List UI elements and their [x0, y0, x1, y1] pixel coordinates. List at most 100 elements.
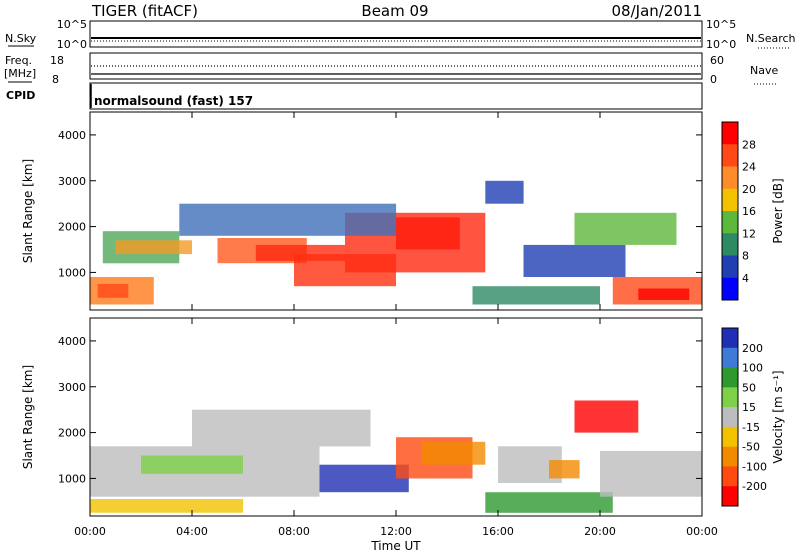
power-colorbar-tick-3: 16 — [742, 205, 756, 218]
xtick-label-6: 00:00 — [686, 525, 718, 538]
xtick-label-2: 08:00 — [278, 525, 310, 538]
power-y-ticks: 1000 2000 3000 4000 — [58, 129, 702, 279]
velocity-colorbar-tick-7: -200 — [742, 480, 767, 493]
power-region-1 — [115, 240, 192, 255]
velocity-colorbar-tick-3: 15 — [742, 401, 756, 414]
velocity-colorbar: 200 100 50 15 -15 -50 -100 -200 — [721, 327, 767, 507]
power-colorbar-segment-0 — [722, 122, 738, 145]
velocity-region-6 — [485, 492, 613, 513]
velocity-colorbar-tick-1: 100 — [742, 362, 763, 375]
nave-tick-bottom: 0 — [710, 73, 717, 86]
velocity-region-3 — [319, 464, 409, 493]
velocity-colorbar-segment-1 — [722, 347, 738, 369]
power-ytick-label-0: 1000 — [58, 266, 86, 279]
velocity-region-10 — [600, 450, 702, 497]
velocity-region-9 — [574, 400, 639, 433]
velocity-colorbar-frame — [721, 327, 739, 507]
nsky-tick-bottom: 10^0 — [57, 38, 87, 51]
velocity-colorbar-tick-2: 50 — [742, 381, 756, 394]
beam-label: Beam 09 — [361, 2, 428, 20]
velocity-panel: 1000 2000 3000 4000 Slant Range [km] — [21, 317, 703, 517]
power-ytick-label-3: 4000 — [58, 129, 86, 142]
power-colorbar: 28 24 20 16 12 8 4 — [721, 121, 756, 301]
xtick-label-3: 12:00 — [380, 525, 412, 538]
velocity-colorbar-segment-5 — [722, 426, 738, 448]
velocity-colorbar-segment-4 — [722, 407, 738, 428]
nsearch-tick-top: 10^5 — [706, 18, 736, 31]
plot-title: TIGER (fitACF) — [91, 2, 198, 20]
velocity-colorbar-segment-7 — [722, 466, 738, 487]
power-colorbar-tick-1: 24 — [742, 161, 756, 174]
velocity-region-2 — [141, 455, 243, 474]
nsky-panel-frame — [89, 20, 703, 48]
velocity-colorbar-segment-6 — [722, 446, 738, 467]
power-colorbar-segment-7 — [722, 277, 738, 301]
velocity-region-1 — [90, 499, 243, 513]
power-colorbar-segment-3 — [722, 188, 738, 212]
power-region-14 — [638, 288, 690, 300]
power-colorbar-segment-6 — [722, 255, 738, 279]
power-colorbar-segment-5 — [722, 233, 738, 256]
x-axis-ticks: 00:00 04:00 08:00 12:00 16:00 20:00 00:00 — [74, 112, 718, 538]
xtick-label-4: 16:00 — [482, 525, 514, 538]
velocity-colorbar-segment-0 — [722, 328, 738, 349]
velocity-colorbar-label: Velocity [m s⁻¹] — [771, 370, 785, 463]
velocity-ytick-label-3: 4000 — [58, 335, 86, 348]
xtick-label-1: 04:00 — [176, 525, 208, 538]
date-label: 08/Jan/2011 — [612, 2, 703, 20]
xtick-label-0: 00:00 — [74, 525, 106, 538]
velocity-colorbar-tick-4: -15 — [742, 421, 760, 434]
velocity-colorbar-segment-2 — [722, 367, 738, 388]
power-region-10 — [485, 180, 524, 204]
velocity-colorbar-tick-0: 200 — [742, 342, 763, 355]
velocity-y-axis-label: Slant Range [km] — [21, 365, 35, 469]
cpid-value: normalsound (fast) 157 — [94, 94, 253, 108]
power-colorbar-label: Power [dB] — [771, 178, 785, 243]
velocity-colorbar-tick-5: -50 — [742, 441, 760, 454]
nsky-trace — [91, 37, 701, 42]
power-region-3 — [97, 283, 129, 298]
power-ytick-label-1: 2000 — [58, 221, 86, 234]
power-colorbar-segment-1 — [722, 144, 738, 167]
nave-label: Nave — [750, 64, 778, 77]
xtick-label-5: 20:00 — [584, 525, 616, 538]
power-panel: 1000 2000 3000 4000 Slant Range [km] — [21, 111, 703, 311]
power-region-15 — [574, 212, 677, 245]
velocity-data-regions — [90, 400, 702, 513]
freq-tick-top: 18 — [50, 54, 64, 67]
freq-label: Freq. — [5, 54, 32, 67]
power-region-11 — [472, 286, 600, 305]
power-colorbar-tick-2: 20 — [742, 183, 756, 196]
power-colorbar-tick-5: 8 — [742, 250, 749, 263]
nsky-tick-top: 10^5 — [57, 18, 87, 31]
power-region-9 — [179, 203, 397, 236]
velocity-ytick-label-2: 3000 — [58, 381, 86, 394]
freq-tick-bottom: 8 — [52, 73, 59, 86]
power-colorbar-tick-0: 28 — [742, 138, 756, 151]
velocity-colorbar-segment-8 — [722, 486, 738, 507]
power-ytick-label-2: 3000 — [58, 175, 86, 188]
freq-unit: [MHz] — [4, 67, 36, 80]
cpid-label: CPID — [6, 89, 35, 102]
velocity-colorbar-tick-6: -100 — [742, 460, 767, 473]
power-region-8 — [396, 217, 460, 250]
power-data-regions — [90, 180, 703, 305]
velocity-region-5 — [421, 441, 486, 465]
velocity-colorbar-segment-3 — [722, 387, 738, 408]
power-colorbar-segment-4 — [722, 211, 738, 234]
cpid-panel-frame — [89, 82, 703, 110]
nsearch-tick-bottom: 10^0 — [706, 38, 736, 51]
power-colorbar-tick-6: 4 — [742, 272, 749, 285]
velocity-y-ticks: 1000 2000 3000 4000 — [58, 335, 702, 485]
power-colorbar-tick-4: 12 — [742, 227, 756, 240]
power-y-axis-label: Slant Range [km] — [21, 159, 35, 263]
velocity-ytick-label-1: 2000 — [58, 427, 86, 440]
velocity-ytick-label-0: 1000 — [58, 472, 86, 485]
nsky-label: N.Sky — [5, 32, 37, 45]
velocity-region-8 — [549, 460, 580, 479]
power-colorbar-segment-2 — [722, 166, 738, 190]
power-region-12 — [523, 244, 626, 277]
velocity-region-11 — [192, 409, 371, 447]
